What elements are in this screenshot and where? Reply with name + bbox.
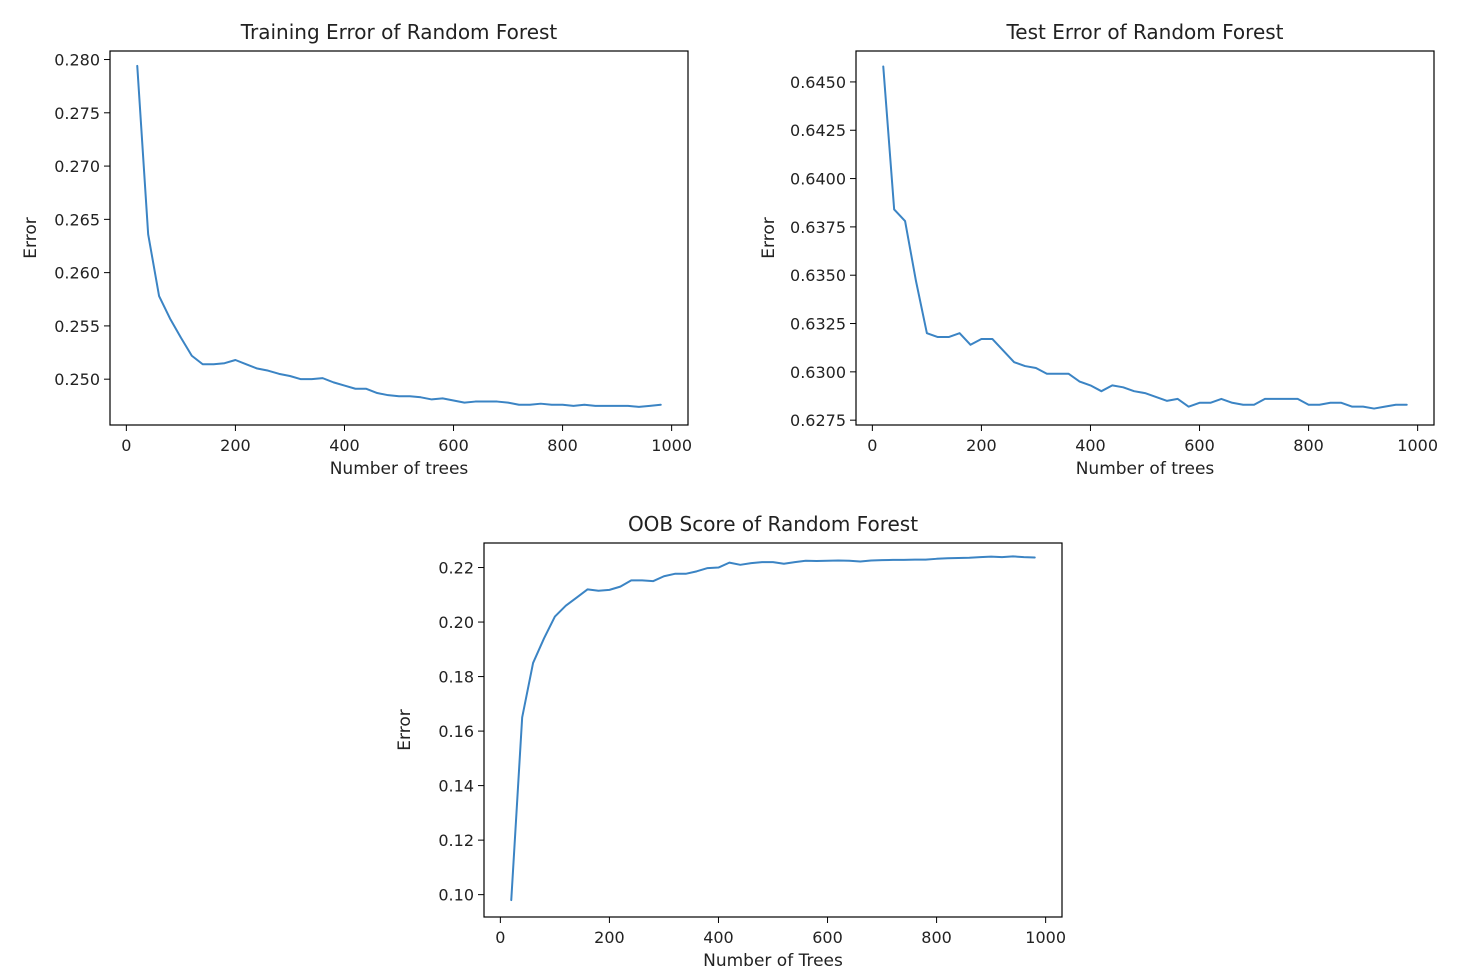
x-tick-label: 600 — [1184, 436, 1215, 455]
y-tick-label: 0.10 — [438, 886, 474, 905]
y-tick-label: 0.275 — [54, 104, 100, 123]
x-tick-label: 1000 — [651, 436, 692, 455]
chart-oob-score: OOB Score of Random Forest 0 200 400 600 800 1… — [395, 512, 1066, 971]
x-tick-label: 200 — [594, 928, 625, 947]
x-tick-label: 400 — [703, 928, 734, 947]
x-tick-label: 800 — [921, 928, 952, 947]
chart-test-error: Test Error of Random Forest 0 200 400 600 800… — [759, 20, 1438, 479]
y-tick-label: 0.250 — [54, 370, 100, 389]
x-tick-label: 400 — [1075, 436, 1106, 455]
series-line — [882, 65, 1408, 410]
x-tick-label: 0 — [121, 436, 131, 455]
y-tick-label: 0.20 — [438, 613, 474, 632]
x-tick-label: 1000 — [1397, 436, 1438, 455]
y-tick-label: 0.6325 — [790, 315, 846, 334]
x-tick-label: 1000 — [1025, 928, 1066, 947]
chart-title: OOB Score of Random Forest — [628, 512, 918, 536]
y-tick-label: 0.6400 — [790, 170, 846, 189]
x-tick-label: 200 — [966, 436, 997, 455]
y-tick-label: 0.22 — [438, 559, 474, 578]
x-tick-label: 800 — [1293, 436, 1324, 455]
plot-frame — [483, 542, 1063, 918]
y-tick-label: 0.265 — [54, 210, 100, 229]
plot-frame — [109, 50, 689, 426]
chart-title: Training Error of Random Forest — [240, 20, 558, 44]
y-tick-label: 0.270 — [54, 157, 100, 176]
chart-title: Test Error of Random Forest — [1005, 20, 1283, 44]
y-tick-label: 0.6300 — [790, 363, 846, 382]
y-tick-label: 0.18 — [438, 668, 474, 687]
y-tick-label: 0.14 — [438, 777, 474, 796]
y-tick-label: 0.260 — [54, 264, 100, 283]
y-axis-label: Error — [21, 217, 41, 258]
x-axis-label: Number of Trees — [703, 951, 843, 971]
chart-training-error: Training Error of Random Forest 0 200 400 60… — [21, 20, 692, 479]
series-line — [136, 64, 662, 408]
x-tick-label: 0 — [867, 436, 877, 455]
y-tick-label: 0.12 — [438, 831, 474, 850]
y-tick-label: 0.255 — [54, 317, 100, 336]
y-tick-label: 0.6450 — [790, 73, 846, 92]
x-tick-label: 400 — [329, 436, 360, 455]
y-tick-label: 0.6375 — [790, 218, 846, 237]
y-tick-label: 0.280 — [54, 51, 100, 70]
series-line — [510, 555, 1036, 902]
y-axis-label: Error — [395, 709, 415, 750]
y-tick-label: 0.6350 — [790, 266, 846, 285]
x-tick-label: 0 — [495, 928, 505, 947]
y-tick-label: 0.6425 — [790, 121, 846, 140]
y-tick-label: 0.16 — [438, 722, 474, 741]
x-axis-label: Number of trees — [1076, 459, 1215, 479]
x-tick-label: 200 — [220, 436, 251, 455]
y-tick-label: 0.6275 — [790, 411, 846, 430]
x-tick-label: 600 — [438, 436, 469, 455]
x-axis-label: Number of trees — [330, 459, 469, 479]
x-tick-label: 800 — [547, 436, 578, 455]
plot-frame — [855, 50, 1435, 426]
y-axis-label: Error — [759, 217, 779, 258]
x-tick-label: 600 — [812, 928, 843, 947]
